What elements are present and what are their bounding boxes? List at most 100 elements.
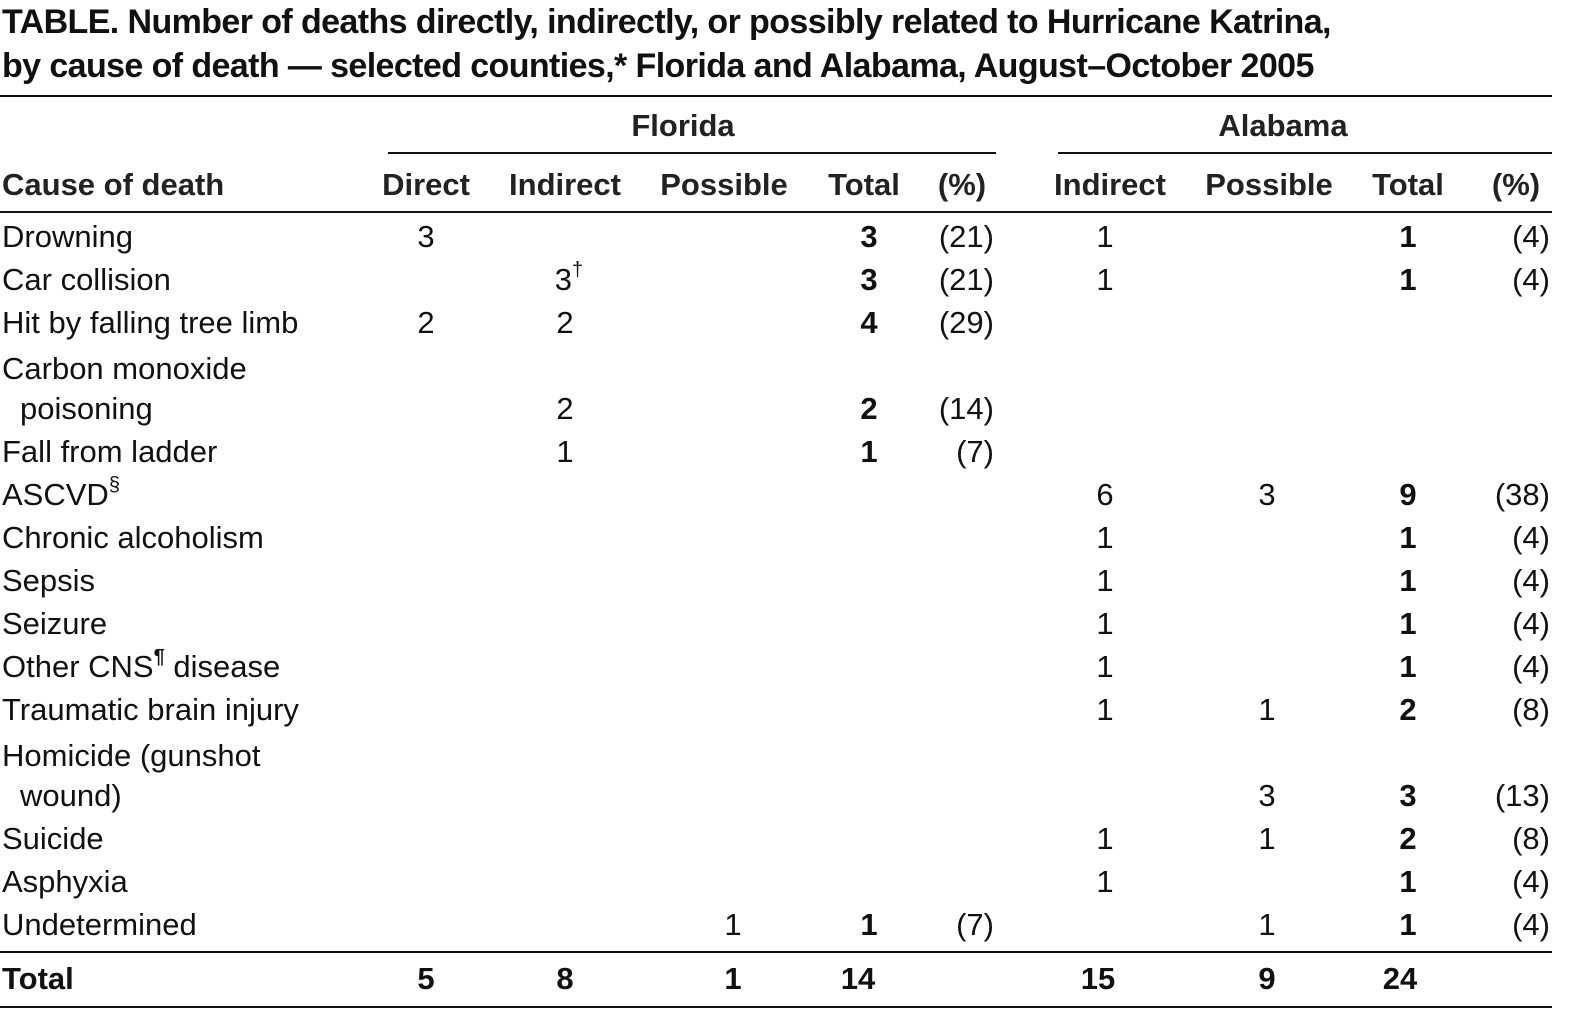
row-cause: Sepsis	[2, 563, 95, 599]
total-al-indirect: 15	[1080, 961, 1116, 996]
row-cause: Fall from ladder	[2, 434, 217, 470]
cell-fl-pct-value: (29)	[938, 305, 994, 340]
table-title: TABLE. Number of deaths directly, indire…	[2, 0, 1562, 88]
row-cause-text: Undetermined	[2, 907, 197, 942]
cell-fl-indirect-value: 3	[554, 262, 573, 297]
cell-fl-indirect: 2	[556, 305, 573, 341]
row-cause-text: Homicide (gunshot	[2, 738, 261, 773]
row-cause-text: Sepsis	[2, 563, 96, 598]
cell-fl-indirect: 3†	[554, 259, 584, 298]
cell-al-pct: (4)	[1512, 262, 1550, 298]
cell-al-possible: 3	[1258, 778, 1275, 814]
cell-al-pct: (4)	[1512, 864, 1550, 900]
cell-fl-pct: (21)	[939, 262, 994, 298]
cell-al-total-value: 1	[1399, 520, 1417, 555]
cell-al-total: 1	[1399, 864, 1416, 900]
row-cause-line-2: wound)	[20, 778, 122, 813]
cell-al-total: 1	[1399, 219, 1416, 255]
cell-al-possible: 1	[1258, 907, 1275, 943]
cell-al-indirect: 1	[1096, 864, 1113, 900]
cell-al-possible-value: 3	[1258, 778, 1276, 813]
row-cause: Undetermined	[2, 907, 197, 943]
cell-al-indirect-value: 1	[1096, 864, 1114, 899]
cell-al-total-value: 1	[1399, 864, 1417, 899]
row-cause-text: Traumatic brain injury	[2, 692, 299, 727]
cell-fl-pct: (21)	[939, 219, 994, 255]
title-line-1: TABLE. Number of deaths directly, indire…	[2, 3, 1331, 41]
row-cause: Drowning	[2, 219, 133, 255]
cell-fl-total-value: 3	[860, 219, 878, 254]
cell-al-pct-value: (4)	[1512, 907, 1550, 942]
cell-al-indirect: 1	[1096, 606, 1113, 642]
row-cause-suffix: disease	[164, 649, 281, 684]
cell-al-pct: (8)	[1512, 821, 1550, 857]
cell-al-indirect-value: 1	[1096, 262, 1114, 297]
row-cause-text: Chronic alcoholism	[2, 520, 264, 555]
footnote-marker: ¶	[153, 646, 165, 668]
row-cause-text: Drowning	[2, 219, 133, 254]
row-cause-text: Suicide	[2, 821, 104, 856]
row-cause-text: Carbon monoxide	[2, 351, 247, 386]
cell-fl-pct: (29)	[939, 305, 994, 341]
cell-al-indirect-value: 1	[1096, 563, 1114, 598]
cell-al-pct-value: (13)	[1494, 778, 1550, 813]
row-cause: Homicide (gunshot	[2, 738, 260, 774]
cell-fl-pct-value: (14)	[938, 391, 994, 426]
cell-al-possible-value: 1	[1258, 907, 1276, 942]
cell-al-total-value: 9	[1399, 477, 1417, 512]
column-header-fl-total: Total	[828, 167, 900, 202]
group-header-alabama: Alabama	[1218, 108, 1348, 143]
cell-al-pct-value: (8)	[1512, 692, 1550, 727]
column-header-al-pct: (%)	[1491, 167, 1541, 202]
cell-fl-indirect-value: 1	[556, 434, 574, 469]
cell-al-pct-value: (38)	[1494, 477, 1550, 512]
cell-al-total: 2	[1399, 692, 1416, 728]
total-label: Total	[2, 961, 74, 996]
cell-al-pct: (38)	[1495, 477, 1550, 513]
cell-al-pct: (8)	[1512, 692, 1550, 728]
cell-fl-direct: 3	[417, 219, 434, 255]
cell-al-indirect: 1	[1096, 219, 1113, 255]
cell-al-total: 1	[1399, 649, 1416, 685]
cell-fl-pct-value: (21)	[938, 219, 994, 254]
cell-fl-pct-value: (7)	[956, 434, 994, 469]
column-header-fl-possible: Possible	[660, 167, 788, 202]
cell-al-total-value: 1	[1399, 262, 1417, 297]
cell-al-pct: (13)	[1495, 778, 1550, 814]
cell-al-indirect-value: 6	[1096, 477, 1114, 512]
cell-al-indirect-value: 1	[1096, 692, 1114, 727]
cell-al-total: 3	[1399, 778, 1416, 814]
cell-al-total: 9	[1399, 477, 1416, 513]
cell-al-indirect-value: 1	[1096, 606, 1114, 641]
column-header-fl-pct: (%)	[937, 167, 987, 202]
cell-fl-pct: (7)	[956, 434, 994, 470]
column-header-al-total: Total	[1372, 167, 1444, 202]
column-header-cause: Cause of death	[2, 167, 225, 202]
cell-fl-possible: 1	[724, 907, 741, 943]
footnote-marker: †	[572, 259, 584, 281]
row-cause: Carbon monoxide	[2, 351, 247, 387]
column-header-al-indirect: Indirect	[1054, 167, 1166, 202]
cell-al-total-value: 3	[1399, 778, 1417, 813]
cell-al-possible: 1	[1258, 821, 1275, 857]
cell-al-indirect: 6	[1096, 477, 1113, 513]
row-cause-text: Car collision	[2, 262, 171, 297]
cell-al-pct: (4)	[1512, 907, 1550, 943]
row-cause: Other CNS¶ disease	[2, 646, 281, 685]
row-cause-line-2: poisoning	[20, 391, 153, 426]
cell-al-indirect: 1	[1096, 649, 1113, 685]
cell-fl-total-value: 3	[860, 262, 878, 297]
total-fl-indirect: 8	[556, 961, 574, 996]
cell-fl-total: 2	[860, 391, 877, 427]
cell-fl-total: 3	[860, 219, 877, 255]
cell-al-total-value: 2	[1399, 692, 1417, 727]
row-cause-text: Fall from ladder	[2, 434, 218, 469]
row-cause: Hit by falling tree limb	[2, 305, 298, 341]
total-fl-possible: 1	[724, 961, 742, 996]
cell-al-pct-value: (8)	[1512, 821, 1550, 856]
cell-fl-indirect: 2	[556, 391, 573, 427]
cell-al-pct: (4)	[1512, 649, 1550, 685]
row-cause-text: Seizure	[2, 606, 108, 641]
column-header-fl-direct: Direct	[382, 167, 470, 202]
cell-al-pct-value: (4)	[1512, 262, 1550, 297]
